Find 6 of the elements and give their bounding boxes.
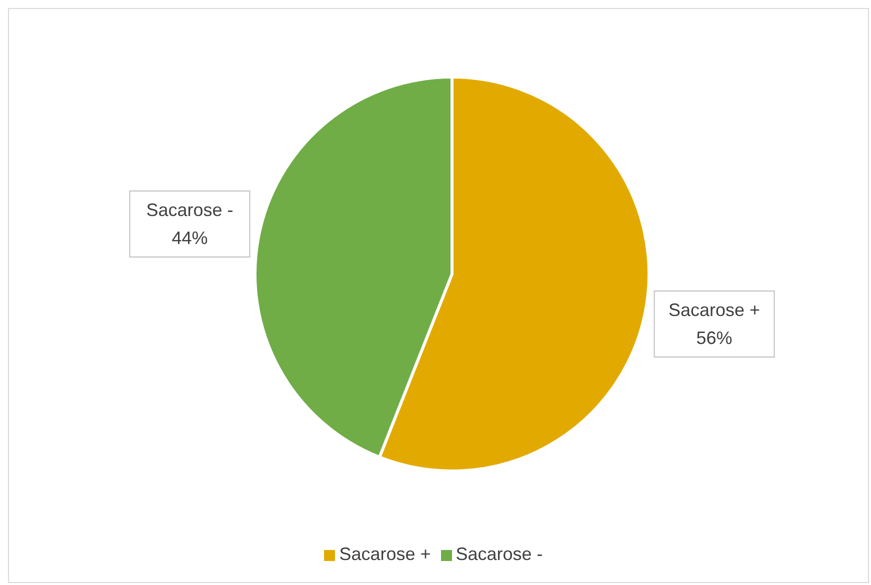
legend-label: Sacarose - xyxy=(456,544,543,564)
legend-label: Sacarose + xyxy=(339,544,431,564)
slice-label: Sacarose + xyxy=(668,300,760,320)
data-label: 44% xyxy=(172,228,208,248)
slice-label: Sacarose - xyxy=(146,200,234,220)
data-label: 56% xyxy=(696,328,732,348)
